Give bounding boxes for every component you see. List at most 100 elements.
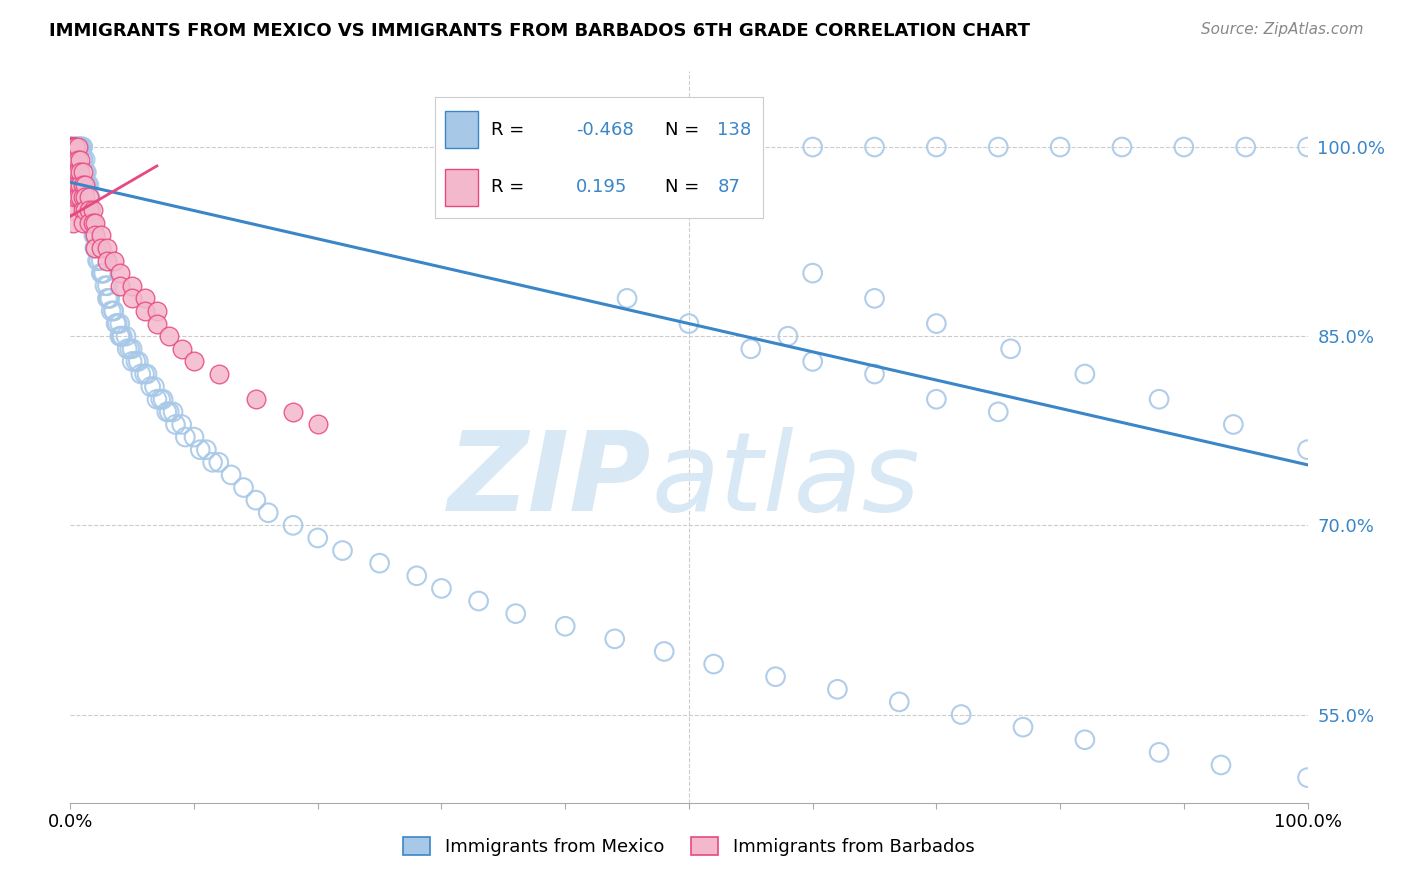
Point [110, 329, 132, 343]
Point [59, 140, 82, 154]
Point [72, 140, 94, 154]
Point [62, 153, 84, 167]
Point [59, 140, 82, 154]
Point [108, 317, 131, 331]
Point [62, 216, 84, 230]
Point [127, 354, 149, 368]
Point [801, 354, 824, 368]
Point [98, 291, 121, 305]
Point [219, 467, 242, 482]
Point [75, 165, 97, 179]
Point [1147, 745, 1170, 759]
Point [183, 430, 205, 444]
Point [281, 405, 304, 419]
Point [121, 291, 143, 305]
Point [96, 253, 118, 268]
Point [84, 216, 107, 230]
Point [232, 481, 254, 495]
Point [1209, 758, 1232, 772]
Point [59, 140, 82, 154]
Point [84, 241, 107, 255]
Point [174, 430, 197, 444]
Point [143, 379, 166, 393]
Point [59, 140, 82, 154]
Point [72, 178, 94, 192]
Point [59, 140, 82, 154]
Point [59, 165, 82, 179]
Point [82, 216, 104, 230]
Point [62, 203, 84, 218]
Point [65, 140, 87, 154]
Text: IMMIGRANTS FROM MEXICO VS IMMIGRANTS FROM BARBADOS 6TH GRADE CORRELATION CHART: IMMIGRANTS FROM MEXICO VS IMMIGRANTS FRO… [49, 22, 1031, 40]
Point [152, 392, 174, 407]
Point [925, 317, 948, 331]
Point [62, 140, 84, 154]
Point [208, 367, 231, 381]
Point [125, 354, 148, 368]
Point [59, 140, 82, 154]
Point [195, 442, 218, 457]
Point [1074, 367, 1097, 381]
Point [678, 140, 700, 154]
Point [79, 190, 101, 204]
Point [134, 367, 156, 381]
Point [987, 140, 1010, 154]
Point [59, 140, 82, 154]
Point [188, 442, 211, 457]
Point [84, 241, 107, 255]
Point [108, 329, 131, 343]
Point [59, 140, 82, 154]
Point [108, 266, 131, 280]
Point [105, 317, 128, 331]
Point [616, 291, 638, 305]
Point [1049, 140, 1071, 154]
Point [103, 304, 125, 318]
Point [100, 304, 122, 318]
Point [59, 140, 82, 154]
Point [134, 304, 156, 318]
Point [75, 153, 97, 167]
Point [136, 367, 159, 381]
Point [62, 140, 84, 154]
Point [90, 266, 112, 280]
Point [72, 165, 94, 179]
Point [129, 367, 152, 381]
Point [70, 140, 93, 154]
Point [1296, 771, 1319, 785]
Point [82, 216, 104, 230]
Point [183, 354, 205, 368]
Point [72, 190, 94, 204]
Point [201, 455, 224, 469]
Point [146, 304, 169, 318]
Point [90, 241, 112, 255]
Point [59, 140, 82, 154]
Point [740, 140, 762, 154]
Point [156, 405, 179, 419]
Point [77, 178, 100, 192]
Point [96, 291, 118, 305]
Point [63, 140, 86, 154]
Point [65, 140, 87, 154]
Point [162, 405, 184, 419]
Point [59, 140, 82, 154]
Point [1111, 140, 1133, 154]
Point [75, 203, 97, 218]
Point [69, 178, 91, 192]
Point [430, 582, 453, 596]
Point [703, 657, 725, 671]
Point [83, 228, 105, 243]
Point [1222, 417, 1244, 432]
Point [79, 203, 101, 218]
Point [765, 670, 787, 684]
Point [863, 367, 886, 381]
Point [678, 317, 700, 331]
Point [925, 140, 948, 154]
Point [121, 278, 143, 293]
Point [80, 203, 103, 218]
Point [76, 178, 98, 192]
Point [84, 241, 107, 255]
Point [1296, 442, 1319, 457]
Point [59, 140, 82, 154]
Point [69, 140, 91, 154]
Point [652, 644, 675, 658]
